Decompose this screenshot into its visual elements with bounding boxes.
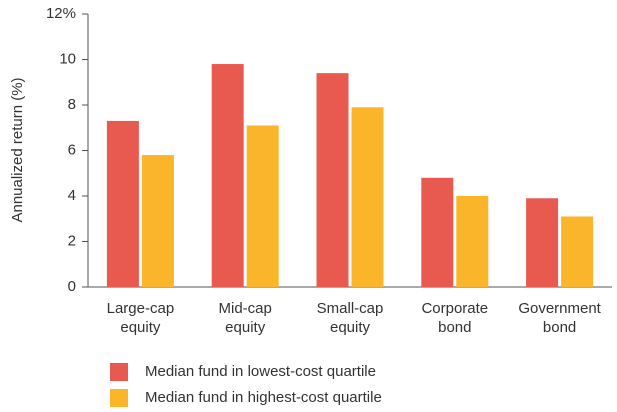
legend-label: Median fund in highest-cost quartile	[145, 389, 382, 406]
x-tick-label: Mid-cap equity	[219, 300, 272, 336]
x-tick-label: Large-cap equity	[107, 300, 175, 336]
y-tick-label: 4	[68, 187, 76, 204]
legend-label: Median fund in lowest-cost quartile	[145, 363, 376, 380]
y-tick-label: 2	[68, 232, 76, 249]
legend-swatch	[110, 363, 128, 381]
y-tick-label: 10	[59, 50, 76, 67]
bar	[106, 120, 139, 287]
bar	[316, 73, 349, 288]
y-tick-label: 12%	[46, 5, 76, 22]
bar	[141, 155, 174, 287]
legend-swatch	[110, 389, 128, 407]
bar	[456, 196, 489, 287]
y-tick-label: 0	[68, 278, 76, 295]
bar	[211, 64, 244, 287]
bar	[351, 107, 384, 288]
y-axis-label: Annualized return (%)	[9, 77, 26, 222]
x-tick-label: Government bond	[518, 300, 601, 336]
bar	[246, 125, 279, 287]
y-tick-label: 6	[68, 141, 76, 158]
x-tick-label: Corporate bond	[421, 300, 488, 336]
y-tick-label: 8	[68, 96, 76, 113]
bar	[526, 198, 559, 287]
x-tick-label: Small-cap equity	[317, 300, 384, 336]
bar	[561, 216, 594, 287]
bar	[421, 177, 454, 287]
